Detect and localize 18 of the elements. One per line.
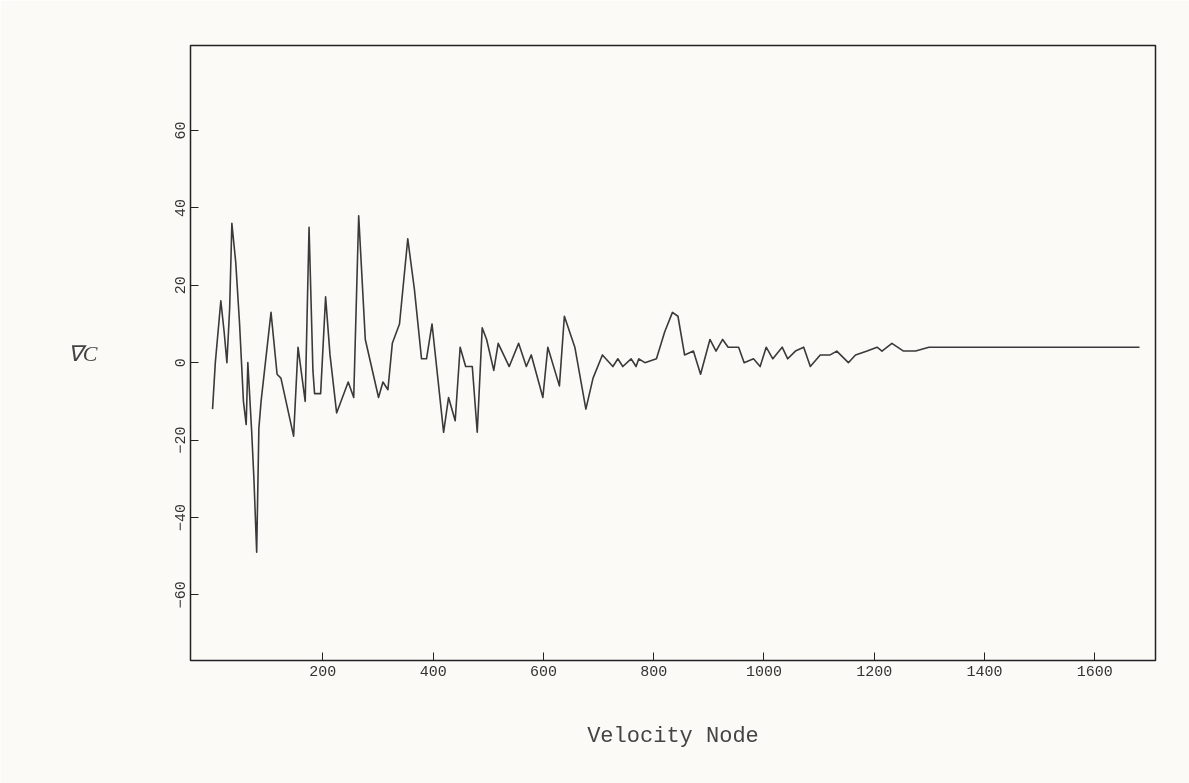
y-tick-label: 60 xyxy=(173,121,191,140)
y-axis-title: ∇C xyxy=(67,340,98,366)
y-tick-label: −40 xyxy=(173,503,191,531)
x-tick-label: 1200 xyxy=(856,663,893,681)
y-tick-label: −20 xyxy=(173,426,191,454)
line-series xyxy=(211,214,1141,553)
y-tick-label: 20 xyxy=(173,276,191,295)
x-tick-label: 400 xyxy=(419,663,447,681)
x-tick-label: 1000 xyxy=(745,663,782,681)
y-tick-label: −60 xyxy=(173,581,191,609)
x-tick-label: 600 xyxy=(529,663,557,681)
x-tick-label: 1600 xyxy=(1076,663,1113,681)
x-axis-title: Velocity Node xyxy=(587,723,759,749)
x-tick-label: 1400 xyxy=(966,663,1003,681)
x-tick-label: 200 xyxy=(309,663,337,681)
x-tick-label: 800 xyxy=(640,663,668,681)
y-tick-label: 0 xyxy=(173,358,191,368)
y-tick-label: 40 xyxy=(173,198,191,217)
